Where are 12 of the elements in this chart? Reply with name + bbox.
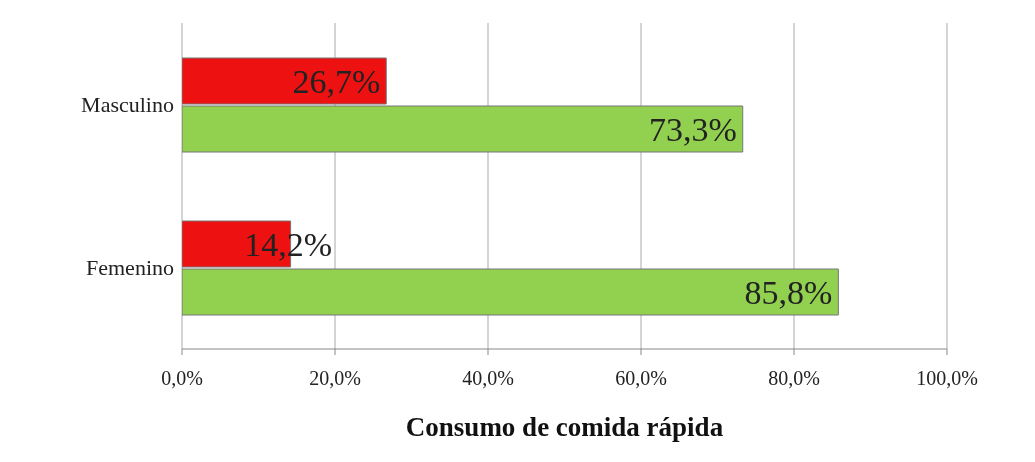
y-tick-label: Femenino (86, 255, 174, 281)
x-tick-label: 60,0% (615, 367, 667, 390)
x-axis-title: Consumo de comida rápida (405, 412, 724, 442)
x-tick-label: 40,0% (462, 367, 514, 390)
x-tick-label: 80,0% (768, 367, 820, 390)
data-label: 26,7% (292, 62, 381, 100)
y-tick-label: Masculino (81, 92, 174, 118)
data-label: 85,8% (744, 273, 833, 311)
x-tick-label: 100,0% (916, 367, 978, 390)
x-tick-label: 20,0% (309, 367, 361, 390)
x-tick-label: 0,0% (161, 367, 203, 390)
data-label: 73,3% (648, 110, 737, 148)
